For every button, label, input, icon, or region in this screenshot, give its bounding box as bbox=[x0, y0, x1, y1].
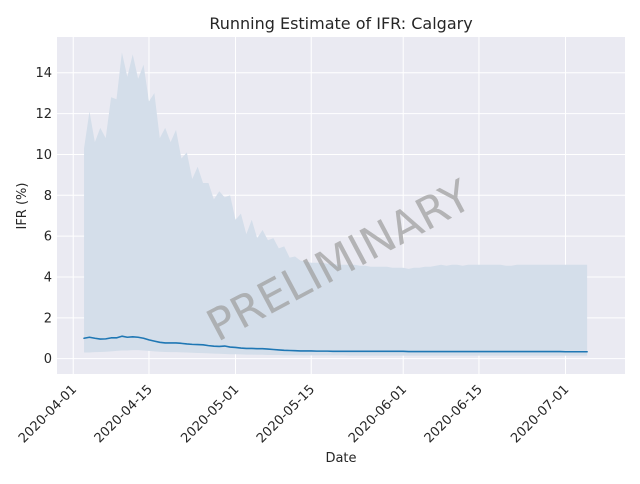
y-tick-label: 12 bbox=[35, 107, 52, 122]
y-axis-label: IFR (%) bbox=[15, 183, 30, 230]
x-tick-label: 2020-06-01 bbox=[346, 382, 410, 446]
x-tick-label: 2020-04-15 bbox=[92, 382, 156, 446]
y-tick-label: 4 bbox=[44, 270, 52, 285]
y-tick-labels: 0 2 4 6 8 10 12 14 bbox=[35, 66, 52, 367]
y-tick-label: 0 bbox=[44, 352, 52, 367]
x-axis-label: Date bbox=[325, 451, 356, 466]
x-tick-labels: 2020-04-01 2020-04-15 2020-05-01 2020-05-15… bbox=[16, 382, 572, 446]
x-tick-label: 2020-05-01 bbox=[178, 382, 242, 446]
confidence-band bbox=[84, 52, 588, 356]
y-tick-label: 14 bbox=[35, 66, 52, 81]
x-tick-label: 2020-07-01 bbox=[508, 382, 572, 446]
y-tick-label: 10 bbox=[35, 148, 52, 163]
ifr-estimate-line bbox=[83, 335, 588, 353]
y-tick-label: 6 bbox=[44, 230, 52, 245]
confidence-band-layer bbox=[84, 52, 588, 356]
x-tick-label: 2020-05-15 bbox=[254, 382, 318, 446]
y-tick-label: 2 bbox=[44, 311, 52, 326]
y-tick-label: 8 bbox=[44, 189, 52, 204]
chart-title: Running Estimate of IFR: Calgary bbox=[209, 14, 472, 33]
ifr-line-layer bbox=[83, 335, 588, 353]
x-tick-label: 2020-04-01 bbox=[16, 382, 80, 446]
x-tick-label: 2020-06-15 bbox=[422, 382, 486, 446]
